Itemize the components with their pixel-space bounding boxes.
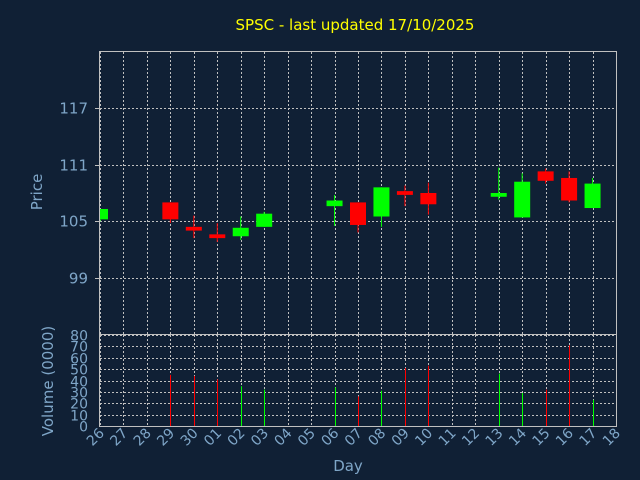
volume-tick-label: 60: [70, 352, 88, 368]
candle-body: [185, 226, 202, 231]
candle-body: [100, 208, 108, 220]
candle-body: [209, 234, 226, 239]
price-tick-label: 117: [59, 100, 88, 118]
candle-body: [162, 202, 179, 220]
volume-bars: [170, 345, 594, 426]
price-axis-label: Price: [28, 174, 46, 211]
candle-body: [537, 171, 554, 181]
price-tick-label: 99: [69, 270, 88, 288]
candle-body: [584, 183, 601, 209]
candle-body: [490, 193, 507, 197]
candle-body: [350, 202, 366, 225]
volume-tick-label: 40: [70, 375, 88, 391]
volume-tick-label: 50: [70, 363, 88, 379]
price-tick-label: 105: [59, 213, 88, 231]
price-tick-label: 111: [59, 157, 88, 175]
candle-body: [561, 177, 578, 201]
candle-body: [373, 187, 390, 217]
x-axis-label: Day: [333, 457, 363, 475]
candle-body: [326, 200, 343, 207]
volume-tick-label: 30: [70, 386, 88, 402]
volume-plot-frame: [99, 334, 617, 427]
volume-tick-label: 10: [70, 409, 88, 425]
chart-title: SPSC - last updated 17/10/2025: [236, 16, 475, 34]
candle-body: [256, 213, 273, 227]
volume-tick-label: 70: [70, 340, 88, 356]
candle-body: [396, 191, 413, 195]
volume-axis-label: Volume (0000): [39, 326, 57, 436]
volume-tick-label: 20: [70, 397, 88, 413]
x-tick-labels: 26 27 28 29 30 01 02 03 04 05 06 07 08 09 10 11 12 13 14 15…: [84, 425, 624, 449]
candle-body: [514, 181, 531, 218]
candle-body: [420, 193, 437, 205]
volume-tick-label: 0: [79, 420, 88, 436]
candle-body: [232, 227, 249, 237]
volume-tick-label: 80: [70, 329, 88, 345]
